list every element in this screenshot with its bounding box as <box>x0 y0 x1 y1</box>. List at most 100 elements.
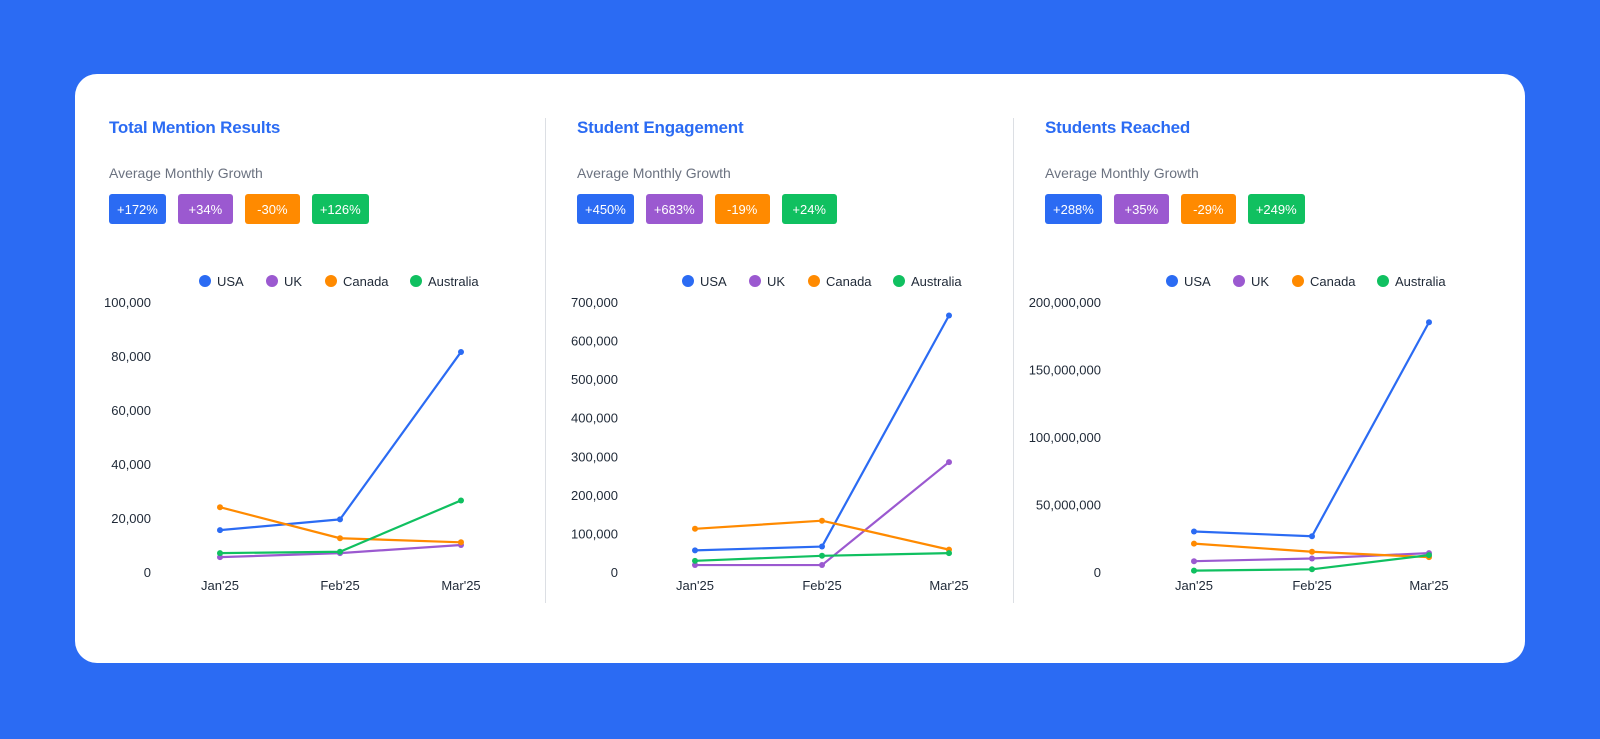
legend-item-australia: Australia <box>893 274 962 289</box>
legend-marker <box>1292 275 1304 287</box>
data-point-usa <box>458 348 464 355</box>
legend-marker <box>266 275 278 287</box>
data-point-uk <box>692 562 698 569</box>
legend-marker <box>1233 275 1245 287</box>
panel-subtitle: Average Monthly Growth <box>1045 165 1199 181</box>
panel-divider <box>1013 118 1014 603</box>
legend-label: UK <box>284 274 302 289</box>
y-tick-label: 200,000 <box>571 488 618 503</box>
data-point-usa <box>1426 319 1432 326</box>
growth-badge-uk: +34% <box>177 194 233 224</box>
legend-item-australia: Australia <box>410 274 479 289</box>
data-point-canada <box>337 535 343 542</box>
data-point-canada <box>1309 548 1315 555</box>
data-point-australia <box>458 497 464 504</box>
data-point-usa <box>819 543 825 550</box>
legend-label: UK <box>1251 274 1269 289</box>
legend-label: Australia <box>911 274 962 289</box>
data-point-uk <box>946 459 952 466</box>
legend-marker <box>410 275 422 287</box>
y-tick-label: 100,000 <box>104 295 151 310</box>
legend-label: UK <box>767 274 785 289</box>
data-point-uk <box>1191 558 1197 565</box>
legend-item-uk: UK <box>1233 274 1269 289</box>
legend-item-usa: USA <box>199 274 244 289</box>
legend-label: Canada <box>826 274 872 289</box>
data-point-australia <box>1426 552 1432 559</box>
data-point-usa <box>1191 528 1197 535</box>
data-point-canada <box>1191 540 1197 547</box>
y-tick-label: 500,000 <box>571 372 618 387</box>
data-point-australia <box>337 548 343 555</box>
legend-label: Canada <box>343 274 389 289</box>
growth-badge-canada: -29% <box>1180 194 1236 224</box>
panel-student-engagement: Student Engagement Average Monthly Growt… <box>543 74 1021 663</box>
x-tick-label: Feb'25 <box>802 578 841 593</box>
data-point-usa <box>337 516 343 523</box>
panel-title: Student Engagement <box>577 118 744 137</box>
x-tick-label: Jan'25 <box>1175 578 1213 593</box>
y-tick-label: 20,000 <box>111 511 151 526</box>
y-tick-label: 60,000 <box>111 403 151 418</box>
legend-label: USA <box>217 274 244 289</box>
data-point-uk <box>819 562 825 569</box>
panel-subtitle: Average Monthly Growth <box>109 165 263 181</box>
growth-badge-usa: +450% <box>577 194 634 224</box>
growth-badges: +450% +683% -19% +24% <box>577 194 837 224</box>
y-tick-label: 0 <box>1094 565 1101 580</box>
data-point-usa <box>692 547 698 554</box>
dashboard-card: Total Mention Results Average Monthly Gr… <box>75 74 1525 663</box>
data-point-usa <box>946 312 952 319</box>
growth-badge-australia: +24% <box>781 194 837 224</box>
data-point-usa <box>217 527 223 534</box>
data-point-usa <box>1309 533 1315 540</box>
x-tick-label: Feb'25 <box>320 578 359 593</box>
legend-label: Australia <box>428 274 479 289</box>
legend-marker <box>749 275 761 287</box>
growth-badge-australia: +126% <box>311 194 369 224</box>
growth-badge-canada: -19% <box>714 194 770 224</box>
legend-marker <box>893 275 905 287</box>
data-point-canada <box>692 525 698 532</box>
growth-badge-uk: +683% <box>645 194 703 224</box>
data-point-australia <box>1191 567 1197 574</box>
y-tick-label: 400,000 <box>571 411 618 426</box>
data-point-australia <box>692 557 698 564</box>
x-tick-label: Feb'25 <box>1292 578 1331 593</box>
series-line-usa <box>694 314 950 552</box>
series-line-usa <box>219 351 462 532</box>
legend-marker <box>199 275 211 287</box>
x-tick-label: Jan'25 <box>676 578 714 593</box>
y-tick-label: 150,000,000 <box>1029 363 1101 378</box>
panel-divider <box>545 118 546 603</box>
growth-badge-usa: +288% <box>1045 194 1102 224</box>
panel-subtitle: Average Monthly Growth <box>577 165 731 181</box>
legend-marker <box>1166 275 1178 287</box>
y-tick-label: 300,000 <box>571 449 618 464</box>
y-tick-label: 100,000,000 <box>1029 430 1101 445</box>
growth-badge-canada: -30% <box>244 194 300 224</box>
legend-item-usa: USA <box>682 274 727 289</box>
panel-title: Students Reached <box>1045 118 1191 137</box>
legend-label: Australia <box>1395 274 1446 289</box>
y-tick-label: 700,000 <box>571 295 618 310</box>
legend-marker <box>682 275 694 287</box>
line-chart: USA UK Canada Australia 0 100,000 200,000 300,0… <box>571 274 969 593</box>
legend-item-uk: UK <box>749 274 785 289</box>
growth-badge-usa: +172% <box>109 194 166 224</box>
legend-item-canada: Canada <box>808 274 872 289</box>
panel-title: Total Mention Results <box>109 118 281 137</box>
data-point-australia <box>819 552 825 559</box>
data-point-australia <box>1309 566 1315 573</box>
data-point-uk <box>1309 555 1315 562</box>
legend-item-canada: Canada <box>1292 274 1356 289</box>
y-tick-label: 80,000 <box>111 349 151 364</box>
legend-marker <box>808 275 820 287</box>
data-point-canada <box>217 504 223 511</box>
legend-item-uk: UK <box>266 274 302 289</box>
growth-badges: +172% +34% -30% +126% <box>109 194 369 224</box>
growth-badge-uk: +35% <box>1113 194 1169 224</box>
data-point-canada <box>458 539 464 546</box>
x-tick-label: Jan'25 <box>201 578 239 593</box>
y-tick-label: 100,000 <box>571 526 618 541</box>
